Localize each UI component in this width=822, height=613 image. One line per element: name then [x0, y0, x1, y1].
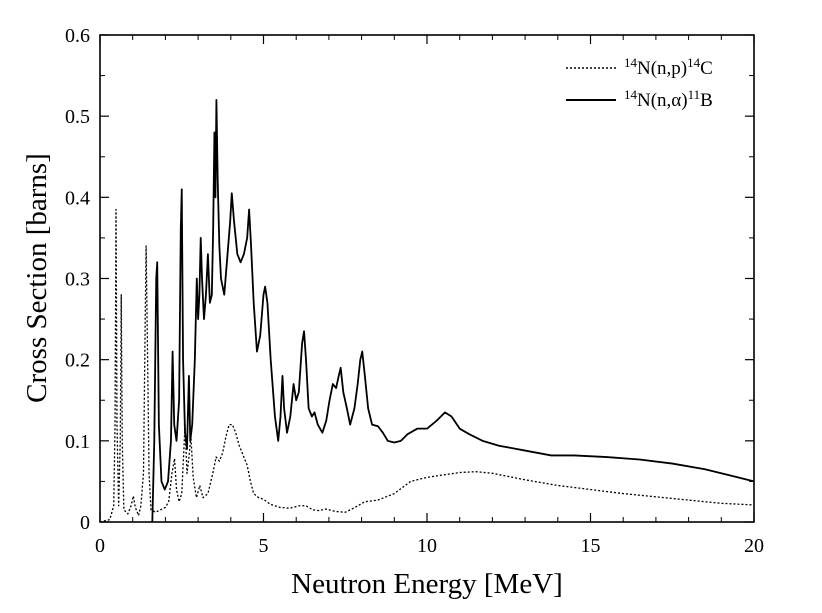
x-tick-label: 20 — [744, 535, 764, 557]
series-line-0 — [99, 208, 755, 523]
y-tick-label: 0 — [80, 512, 90, 534]
legend: 14N(n,p)14C 14N(n,α)11B — [566, 55, 713, 111]
x-tick-label: 0 — [95, 535, 105, 557]
legend-label-na: 14N(n,α)11B — [624, 87, 713, 111]
y-tick-label: 0.5 — [65, 106, 90, 128]
y-tick-label: 0.6 — [65, 25, 90, 47]
axis-ticks: 0 5 10 15 20 0 0.1 0.2 0.3 0.4 0.5 0.6 — [65, 25, 764, 557]
x-axis-title: Neutron Energy [MeV] — [291, 568, 563, 600]
y-axis-title: Cross Section [barns] — [21, 153, 53, 403]
x-tick-label: 5 — [259, 535, 269, 557]
y-tick-label: 0.3 — [65, 269, 90, 291]
y-tick-label: 0.2 — [65, 350, 90, 372]
legend-label-np: 14N(n,p)14C — [624, 55, 713, 79]
series-line-1 — [151, 99, 755, 523]
x-tick-label: 15 — [581, 535, 601, 557]
y-tick-label: 0.4 — [65, 187, 90, 209]
x-tick-label: 10 — [417, 535, 437, 557]
series-layer — [99, 99, 755, 523]
y-tick-label: 0.1 — [65, 431, 90, 453]
